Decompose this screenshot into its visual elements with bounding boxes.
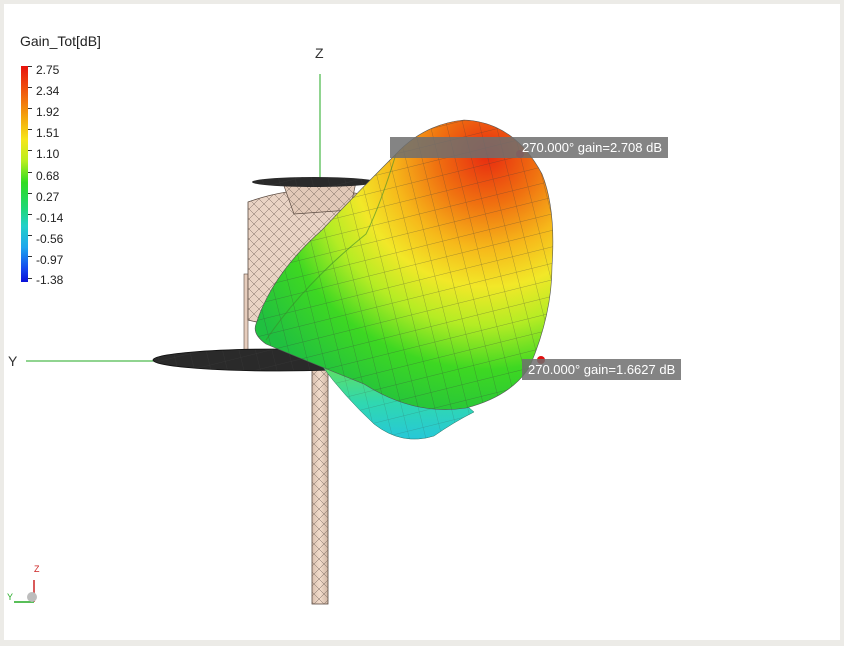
- mini-y-label: Y: [7, 592, 14, 602]
- tick-label: -1.38: [36, 273, 64, 287]
- mini-z-label: Z: [34, 564, 40, 574]
- tick-label: -0.56: [36, 232, 64, 246]
- orientation-triad: [14, 580, 37, 603]
- max-gain-marker-label[interactable]: 270.000° gain=2.708 dB: [390, 137, 669, 158]
- antenna-mast: [311, 363, 329, 605]
- 3d-viewport[interactable]: Gain_Tot[dB] 2.75 2.34 1.92 1.51 1.10 0.…: [4, 4, 840, 640]
- tick-label: 0.68: [36, 169, 60, 183]
- tick-label: -0.97: [36, 253, 64, 267]
- gain-colorbar: [21, 66, 28, 282]
- tick-label: 1.51: [36, 126, 60, 140]
- tick-label: -0.14: [36, 211, 64, 225]
- radiation-pattern-scene[interactable]: [4, 4, 840, 640]
- tick-label: 2.75: [36, 63, 60, 77]
- second-gain-marker-label[interactable]: 270.000° gain=1.6627 dB: [522, 359, 682, 380]
- colorbar-ticks: 2.75 2.34 1.92 1.51 1.10 0.68 0.27 -0.14…: [28, 63, 63, 287]
- tick-label: 1.92: [36, 105, 60, 119]
- tick-label: 1.10: [36, 147, 60, 161]
- y-axis-label: Y: [8, 353, 18, 369]
- z-axis-label: Z: [315, 45, 324, 61]
- tick-label: 2.34: [36, 84, 60, 98]
- legend-title: Gain_Tot[dB]: [20, 33, 101, 49]
- tick-label: 0.27: [36, 190, 60, 204]
